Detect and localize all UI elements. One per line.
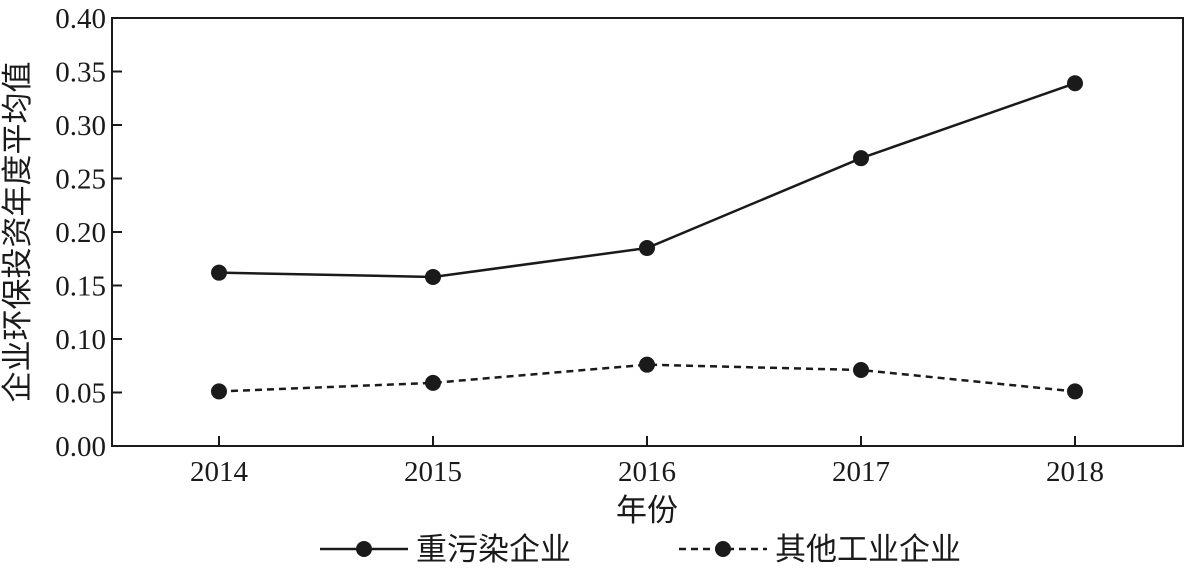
series-1	[211, 75, 1083, 285]
data-point	[853, 362, 869, 379]
plot-frame	[111, 17, 1184, 447]
series-layer	[211, 75, 1083, 400]
data-point	[1067, 75, 1083, 92]
x-tick-label: 2018	[1046, 456, 1104, 488]
y-tick-label: 0.30	[55, 110, 106, 142]
legend-label: 其他工业企业	[775, 532, 961, 567]
legend-item: 重污染企业	[320, 532, 571, 567]
data-point	[1067, 383, 1083, 400]
data-point	[639, 356, 655, 373]
y-tick-label: 0.25	[55, 164, 106, 196]
data-point	[639, 240, 655, 257]
x-tick-label: 2017	[832, 456, 890, 488]
y-axis-title: 企业环保投资年度平均值	[0, 62, 35, 403]
x-tick-label: 2016	[618, 456, 676, 488]
y-tick-label: 0.00	[55, 431, 106, 463]
y-tick-label: 0.40	[55, 3, 106, 35]
y-axis: 0.00 0.05 0.10 0.15 0.20 0.25 0.30 0.35 0.40	[55, 3, 122, 463]
legend-marker	[715, 541, 731, 557]
data-point	[211, 264, 227, 281]
data-point	[853, 150, 869, 167]
y-tick-label: 0.20	[55, 217, 106, 249]
legend-label: 重污染企业	[416, 532, 571, 567]
y-tick-label: 0.15	[55, 271, 106, 303]
legend: 重污染企业 其他工业企业	[320, 532, 961, 567]
x-tick-label: 2015	[404, 456, 462, 488]
y-tick-label: 0.05	[55, 378, 106, 410]
y-tick-label: 0.10	[55, 324, 106, 356]
x-axis: 2014 2015 2016 2017 2018	[190, 436, 1104, 488]
data-point	[425, 268, 441, 285]
legend-marker	[356, 541, 372, 557]
x-tick-label: 2014	[190, 456, 249, 488]
y-tick-label: 0.35	[55, 57, 106, 89]
data-point	[425, 374, 441, 391]
series-line	[218, 363, 1076, 393]
legend-item: 其他工业企业	[679, 532, 961, 567]
data-point	[211, 383, 227, 400]
x-axis-title: 年份	[616, 493, 678, 528]
series-2	[211, 356, 1083, 400]
